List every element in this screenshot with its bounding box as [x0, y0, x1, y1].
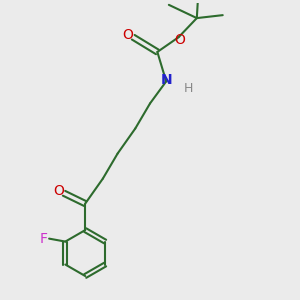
Text: O: O — [175, 33, 185, 46]
Text: N: N — [160, 73, 172, 87]
Text: O: O — [53, 184, 64, 198]
Text: O: O — [122, 28, 134, 42]
Text: F: F — [40, 232, 48, 246]
Text: H: H — [184, 82, 193, 95]
